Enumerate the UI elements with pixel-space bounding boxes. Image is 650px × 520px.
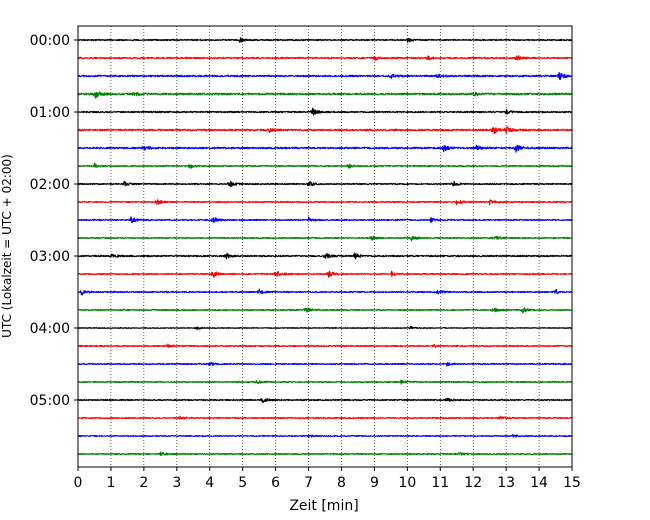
x-tick-label: 4: [205, 475, 214, 491]
x-tick-label: 11: [431, 475, 449, 491]
x-tick-label: 14: [530, 475, 548, 491]
x-tick-label: 3: [172, 475, 181, 491]
seismic-trace: [77, 270, 573, 278]
seismic-trace: [77, 343, 573, 348]
seismic-trace: [77, 361, 573, 367]
x-tick-label: 10: [398, 475, 416, 491]
y-tick-label: 02:00: [30, 177, 70, 193]
seismic-trace: [77, 216, 573, 224]
seismic-trace: [77, 144, 573, 153]
seismic-trace: [77, 235, 573, 242]
x-tick-label: 9: [370, 475, 379, 491]
seismic-trace: [77, 252, 573, 260]
x-tick-label: 1: [106, 475, 115, 491]
seismic-trace: [77, 325, 573, 331]
y-tick-label: 01:00: [30, 105, 70, 121]
x-tick-label: 5: [238, 475, 247, 491]
seismic-trace: [77, 55, 573, 61]
seismic-trace: [77, 288, 573, 296]
seismic-trace: [77, 91, 573, 99]
seismic-trace: [77, 37, 573, 43]
x-tick-label: 2: [139, 475, 148, 491]
seismic-trace: [77, 415, 573, 420]
seismic-trace: [77, 126, 573, 135]
x-axis-label: Zeit [min]: [289, 498, 358, 514]
y-tick-label: 05:00: [30, 393, 70, 409]
y-axis-label: UTC (Lokalzeit = UTC + 02:00): [0, 154, 14, 338]
x-tick-label: 0: [74, 475, 83, 491]
seismic-trace: [77, 451, 573, 456]
y-tick-label: 03:00: [30, 249, 70, 265]
seismic-trace: [77, 162, 573, 169]
x-tick-label: 13: [497, 475, 515, 491]
plot-frame: [77, 25, 573, 468]
x-tick-label: 8: [337, 475, 346, 491]
x-tick-label: 12: [464, 475, 482, 491]
seismic-trace: [77, 107, 573, 116]
seismic-trace: [77, 397, 573, 404]
x-tick-label: 6: [271, 475, 280, 491]
seismic-trace: [77, 379, 573, 385]
seismic-trace: [77, 434, 573, 439]
seismic-trace: [77, 180, 573, 187]
x-tick-label: 15: [563, 475, 581, 491]
seismic-trace: [77, 199, 573, 206]
y-tick-label: 04:00: [30, 321, 70, 337]
trace-lines: [77, 37, 573, 456]
y-tick-label: 00:00: [30, 33, 70, 49]
x-tick-label: 7: [304, 475, 313, 491]
seismic-trace: [77, 71, 573, 80]
axes: 0 1 2 3 4 5 6 7 8 9 10 11 12 13 14 1500:0001:0002:0003:…: [30, 25, 581, 491]
seismic-trace: [77, 307, 573, 314]
